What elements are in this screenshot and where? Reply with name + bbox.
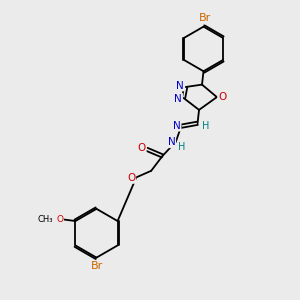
- Text: Br: Br: [199, 13, 211, 23]
- Text: H: H: [178, 142, 185, 152]
- Text: N: N: [173, 121, 181, 130]
- Text: N: N: [167, 137, 175, 147]
- Text: H: H: [202, 121, 210, 130]
- Text: Br: Br: [91, 261, 103, 271]
- Text: O: O: [218, 92, 226, 102]
- Text: CH₃: CH₃: [38, 215, 53, 224]
- Text: O: O: [138, 143, 146, 153]
- Text: O: O: [56, 215, 63, 224]
- Text: N: N: [176, 80, 184, 91]
- Text: N: N: [174, 94, 182, 103]
- Text: O: O: [127, 173, 135, 183]
